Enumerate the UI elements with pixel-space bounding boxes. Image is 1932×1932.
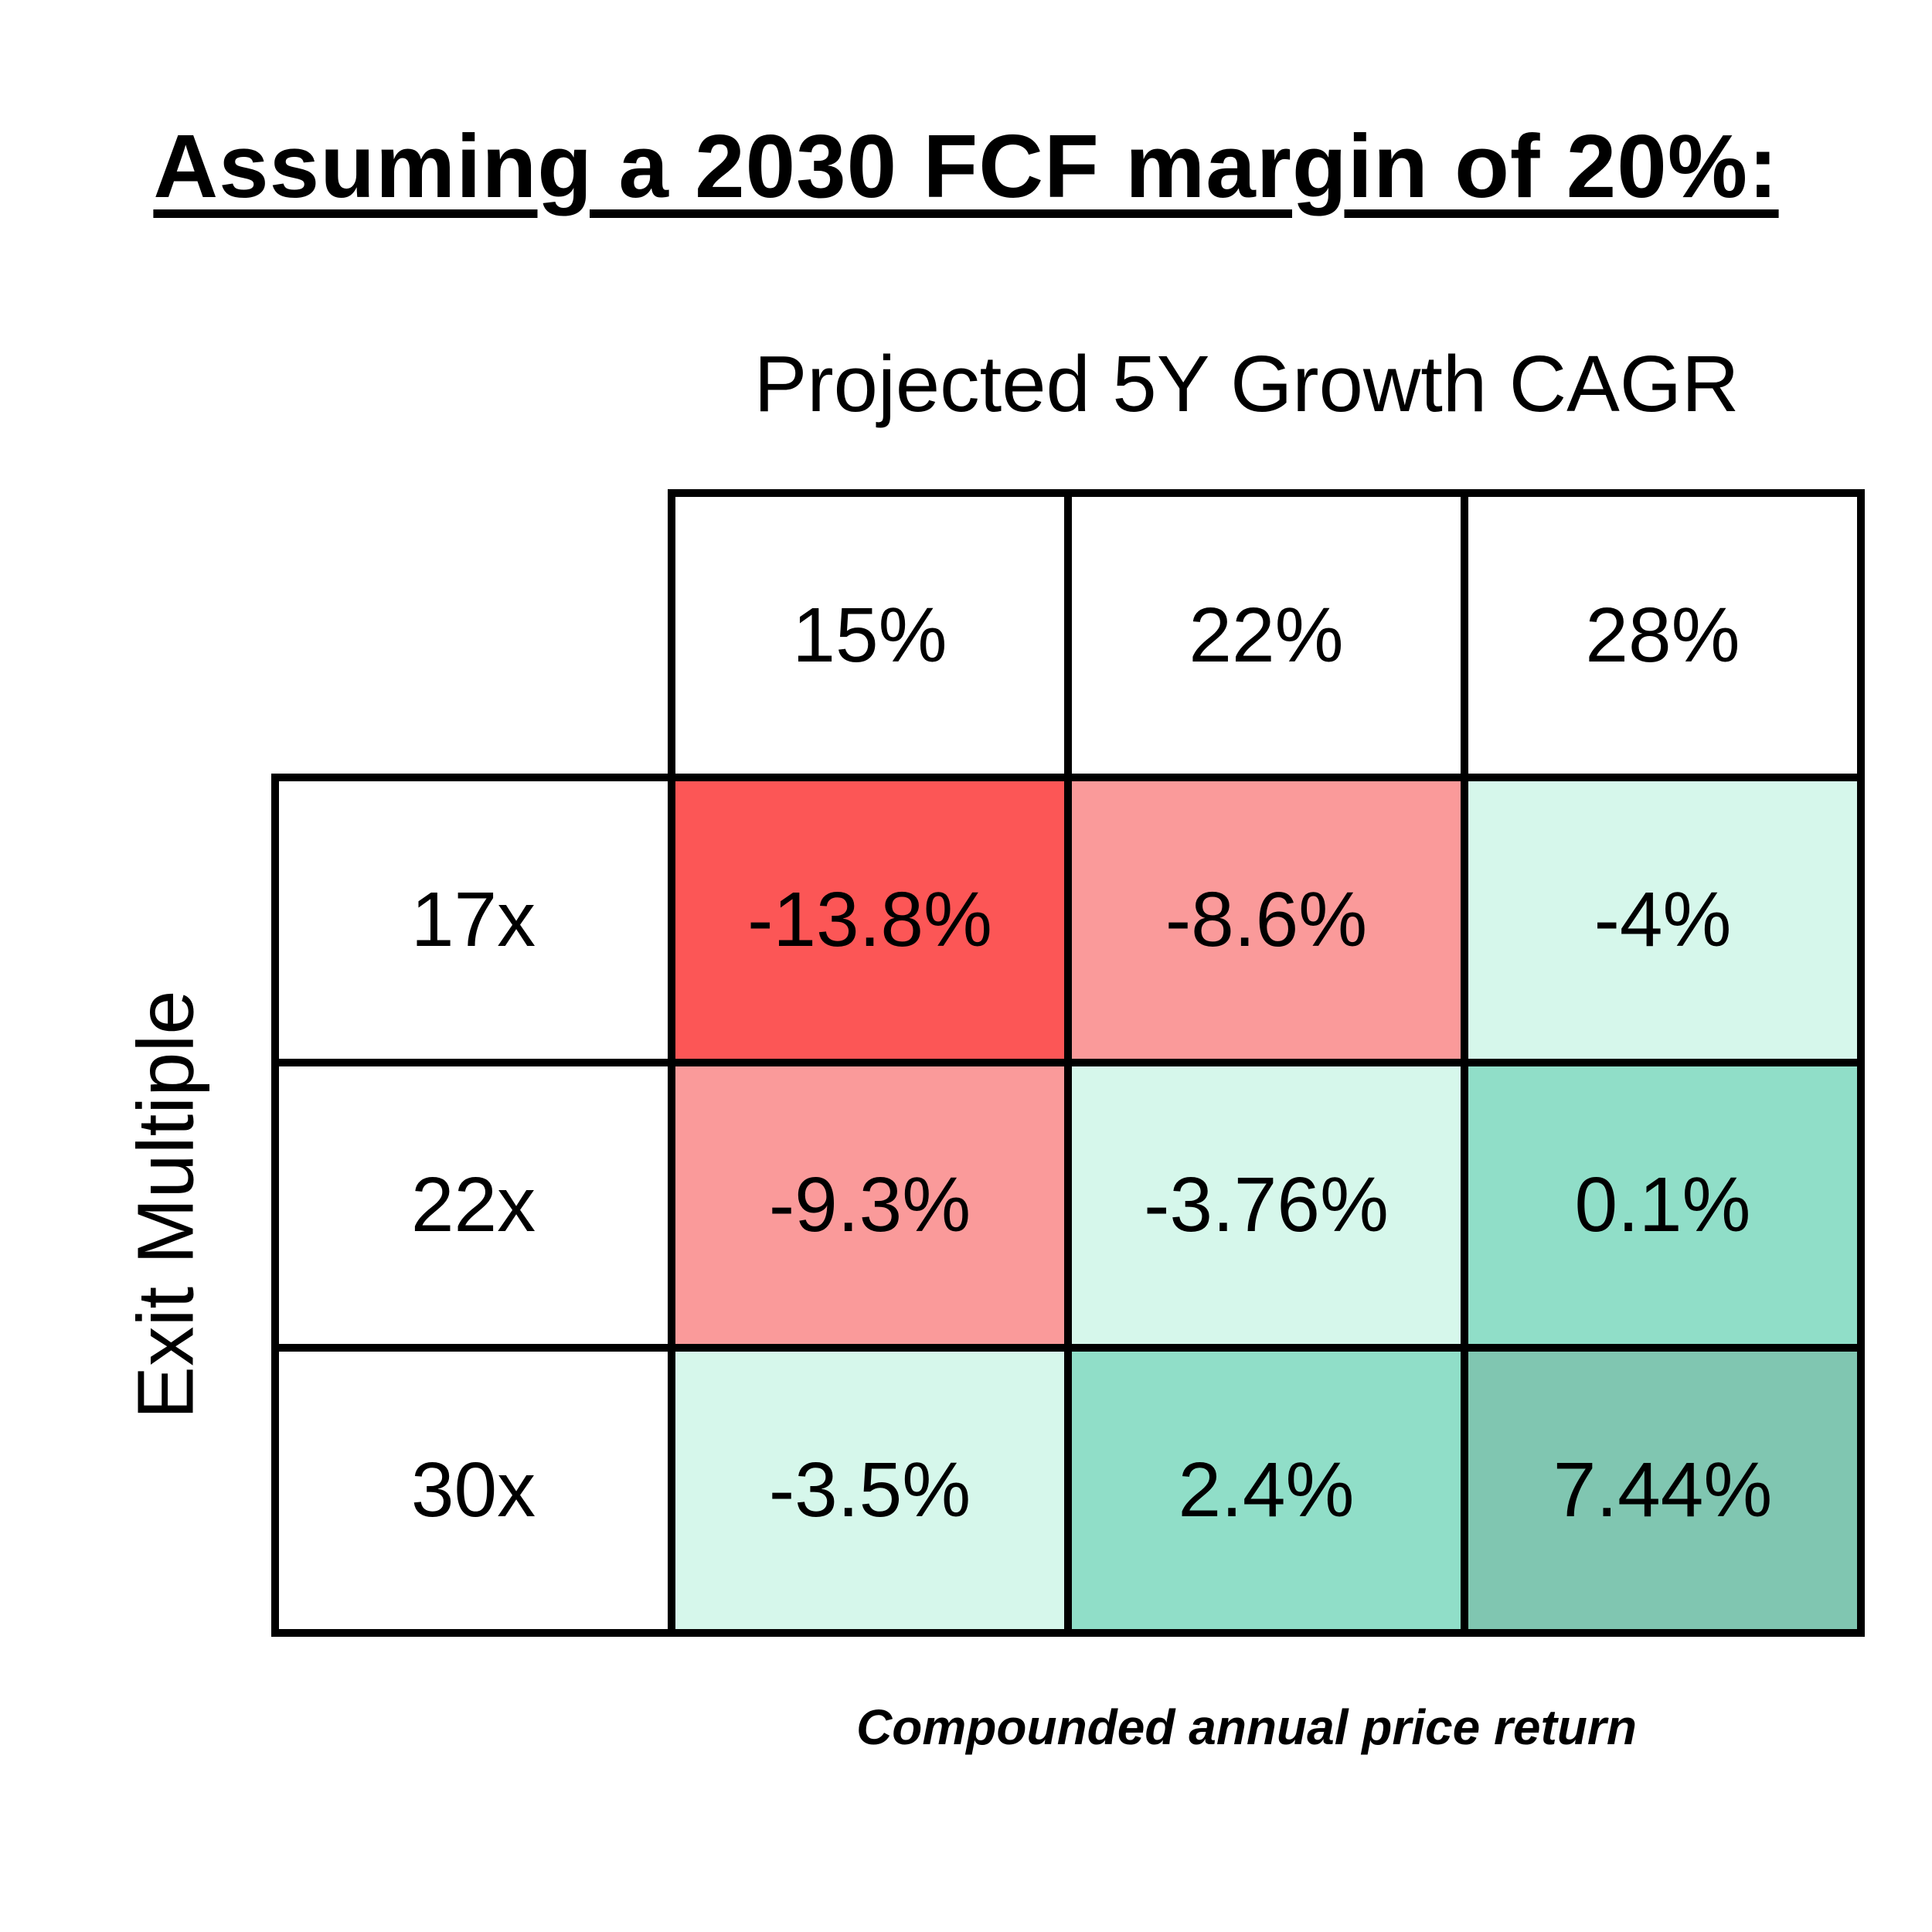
row-header-30x: 30x (271, 1344, 675, 1637)
heatmap-cell-17x-15pct: -13.8% (668, 774, 1072, 1066)
page-title: Assuming a 2030 FCF margin of 20%: (0, 114, 1932, 218)
chart-caption: Compounded annual price return (856, 1699, 1637, 1755)
table-row-22x: 22x -9.3% -3.76% 0.1% (271, 1059, 1865, 1352)
heatmap-cell-30x-22pct: 2.4% (1064, 1344, 1468, 1637)
heatmap-cell-22x-22pct: -3.76% (1064, 1059, 1468, 1352)
heatmap-cell-22x-28pct: 0.1% (1461, 1059, 1865, 1352)
y-axis-title-text: Exit Multiple (121, 990, 211, 1420)
heatmap-cell-30x-28pct: 7.44% (1461, 1344, 1865, 1637)
table-row-30x: 30x -3.5% 2.4% 7.44% (271, 1344, 1865, 1637)
heatmap-cell-17x-28pct: -4% (1461, 774, 1865, 1066)
y-axis-title: Exit Multiple (100, 777, 232, 1632)
x-axis-title: Projected 5Y Growth CAGR (753, 339, 1740, 428)
row-header-17x: 17x (271, 774, 675, 1066)
column-header-28pct: 28% (1461, 489, 1865, 781)
heatmap-cell-17x-22pct: -8.6% (1064, 774, 1468, 1066)
heatmap-cell-22x-15pct: -9.3% (668, 1059, 1072, 1352)
row-header-22x: 22x (271, 1059, 675, 1352)
table-row-17x: 17x -13.8% -8.6% -4% (271, 774, 1865, 1066)
page-title-text: Assuming a 2030 FCF margin of 20%: (153, 116, 1779, 216)
column-header-row: 15% 22% 28% (275, 489, 1865, 781)
corner-spacer-cell (275, 493, 672, 777)
column-header-22pct: 22% (1064, 489, 1468, 781)
heatmap-cell-30x-15pct: -3.5% (668, 1344, 1072, 1637)
column-header-15pct: 15% (668, 489, 1072, 781)
sensitivity-heatmap-table: 15% 22% 28% 17x -13.8% -8.6% -4% 22x -9.… (271, 489, 1865, 1637)
